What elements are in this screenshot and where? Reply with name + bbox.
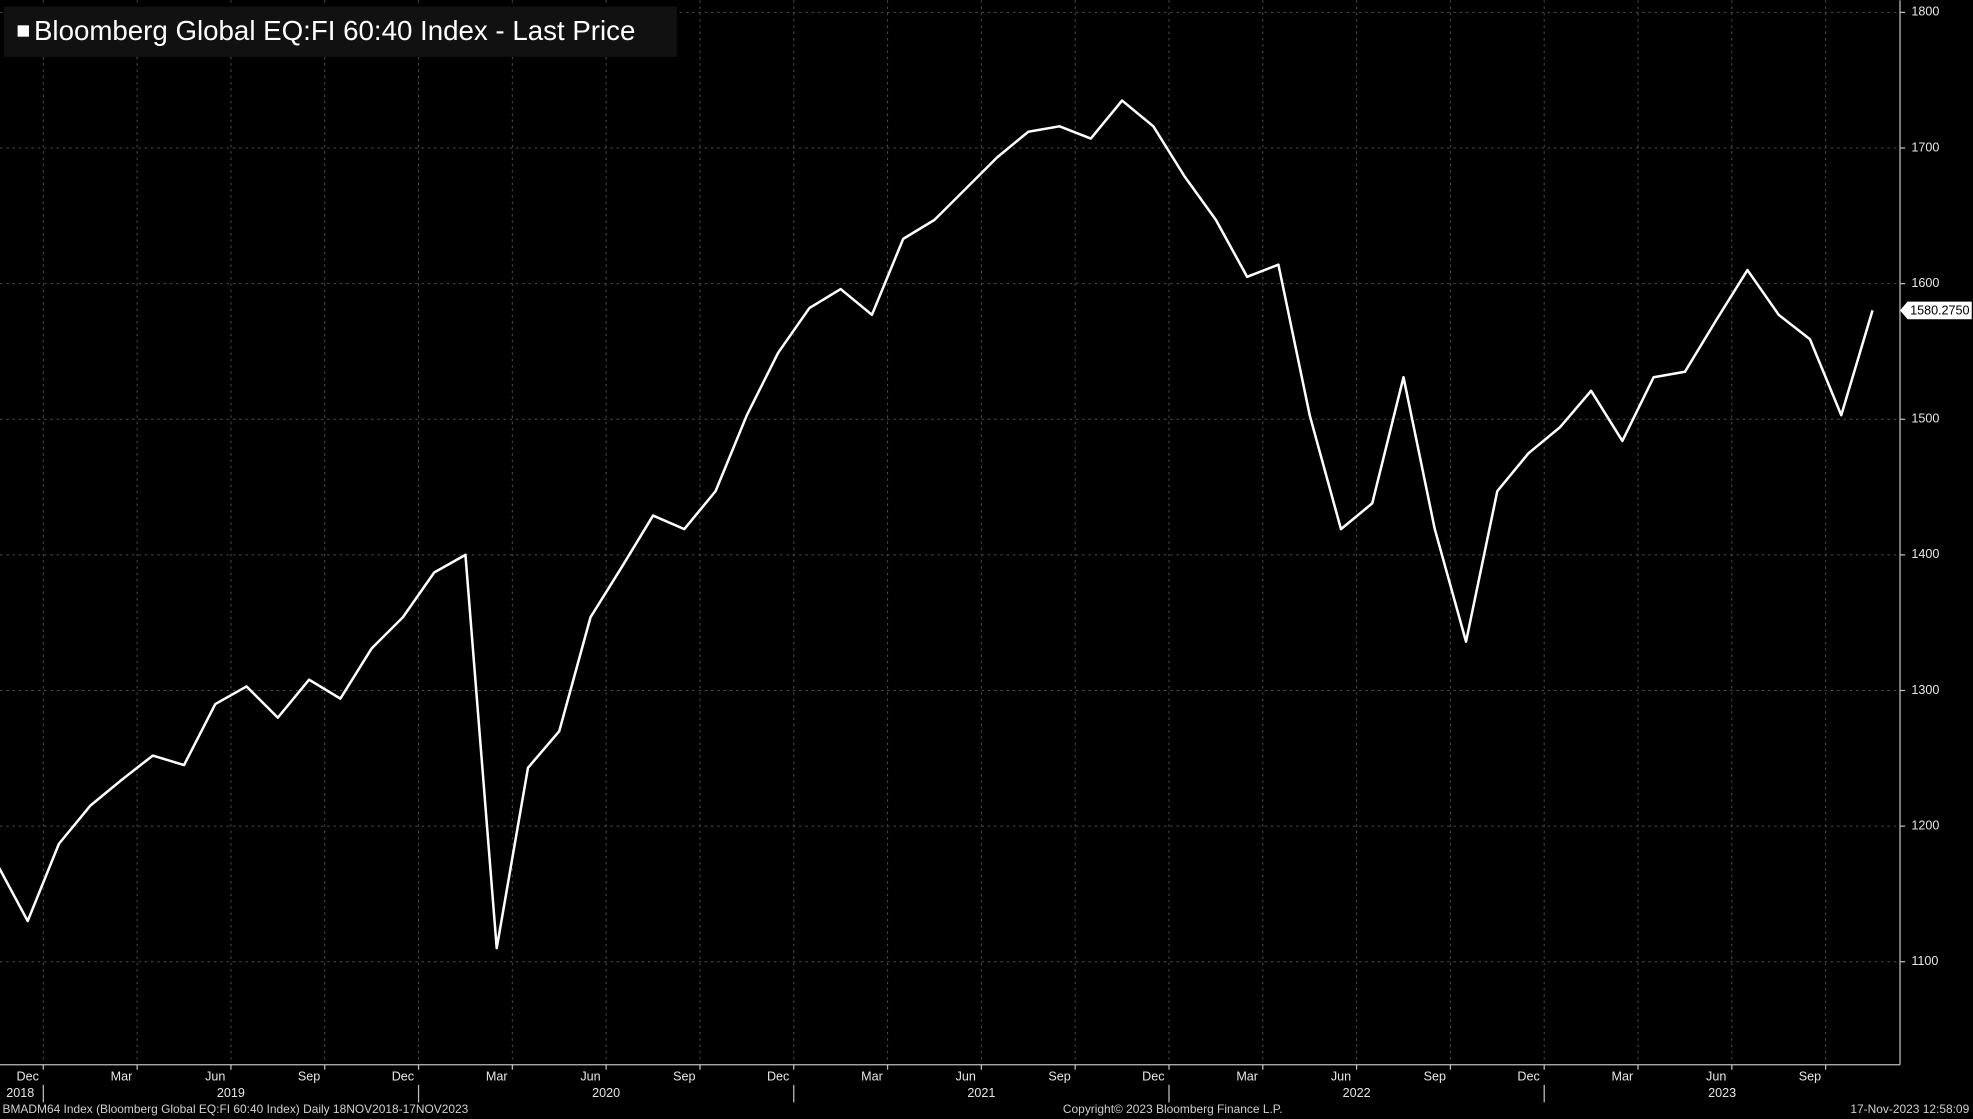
y-tick-label: 1800 bbox=[1911, 5, 1939, 19]
y-tick-label: 1400 bbox=[1911, 547, 1939, 561]
y-tick-label: 1600 bbox=[1911, 276, 1939, 290]
x-tick-label: Mar bbox=[1236, 1070, 1258, 1084]
year-label: 2022 bbox=[1343, 1086, 1371, 1100]
last-price-label: 1580.2750 bbox=[1910, 303, 1969, 317]
x-tick-label: Jun bbox=[1331, 1070, 1351, 1084]
legend-box bbox=[3, 6, 677, 57]
x-tick-label: Mar bbox=[111, 1070, 133, 1084]
x-tick-label: Sep bbox=[1799, 1070, 1821, 1084]
legend-swatch bbox=[17, 25, 29, 37]
x-tick-label: Jun bbox=[205, 1070, 225, 1084]
x-tick-label: Sep bbox=[673, 1070, 695, 1084]
x-tick-label: Dec bbox=[16, 1070, 38, 1084]
year-label: 2023 bbox=[1708, 1086, 1736, 1100]
footer-right: 17-Nov-2023 12:58:09 bbox=[1850, 1102, 1969, 1116]
year-label: 2019 bbox=[217, 1086, 245, 1100]
last-price-tag bbox=[1900, 301, 1972, 320]
year-label: 2021 bbox=[967, 1086, 995, 1100]
x-tick-label: Jun bbox=[580, 1070, 600, 1084]
x-tick-label: Jun bbox=[1706, 1070, 1726, 1084]
y-tick-label: 1300 bbox=[1911, 683, 1939, 697]
y-tick-label: 1200 bbox=[1911, 818, 1939, 832]
y-tick-label: 1700 bbox=[1911, 140, 1939, 154]
x-tick-label: Sep bbox=[1424, 1070, 1446, 1084]
x-tick-label: Dec bbox=[1517, 1070, 1539, 1084]
line bbox=[0, 99, 1874, 950]
x-tick-label: Mar bbox=[1612, 1070, 1634, 1084]
x-tick-label: Dec bbox=[767, 1070, 789, 1084]
x-tick-label: Mar bbox=[861, 1070, 883, 1084]
footer-center: Copyright© 2023 Bloomberg Finance L.P. bbox=[1063, 1102, 1283, 1116]
y-tick-label: 1500 bbox=[1911, 412, 1939, 426]
legend-label: Bloomberg Global EQ:FI 60:40 Index - Las… bbox=[34, 15, 635, 46]
footer-left: BMADM64 Index (Bloomberg Global EQ:FI 60… bbox=[3, 1102, 469, 1116]
x-tick-label: Mar bbox=[486, 1070, 508, 1084]
grid bbox=[0, 0, 1901, 1064]
year-label: 2018 bbox=[6, 1086, 34, 1100]
plot bbox=[0, 99, 1874, 950]
x-tick-label: Sep bbox=[298, 1070, 320, 1084]
x-tick-label: Dec bbox=[1142, 1070, 1164, 1084]
x-tick-label: Sep bbox=[1048, 1070, 1070, 1084]
year-label: 2020 bbox=[592, 1086, 620, 1100]
x-tick-label: Dec bbox=[392, 1070, 414, 1084]
y-tick-label: 1100 bbox=[1911, 954, 1938, 968]
x-tick-label: Jun bbox=[956, 1070, 976, 1084]
